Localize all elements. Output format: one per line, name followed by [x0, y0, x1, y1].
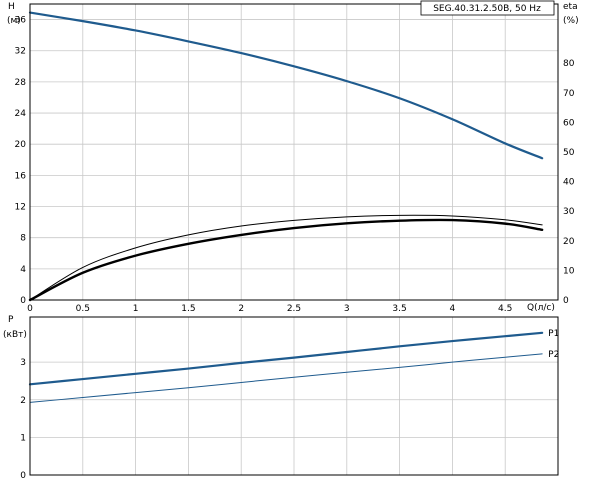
- top-plot-grid: [30, 4, 558, 300]
- y-tick-label-h: 36: [15, 16, 27, 26]
- tick-labels: 0 0.5 1 1.5 2 2.5 3 3.5 4 4.504812162024283236010…: [15, 16, 575, 480]
- title-box: [420, 0, 555, 16]
- x-tick-label: 2: [238, 304, 244, 314]
- y-tick-label-h: 0: [20, 296, 26, 306]
- series-label-p1: P1: [548, 329, 559, 339]
- top-plot-series: [28, 11, 544, 302]
- power-curve-p2: [29, 353, 543, 403]
- y-tick-label-h: 20: [15, 140, 27, 150]
- x-tick-label: 3.5: [392, 304, 406, 314]
- x-tick-label: 1.5: [181, 304, 195, 314]
- y-tick-label-h: 16: [15, 171, 27, 181]
- y2-tick-label-eta: 10: [563, 266, 575, 276]
- x-tick-label: 1: [133, 304, 139, 314]
- y2-tick-label-eta: 50: [563, 148, 575, 158]
- y2-tick-label-eta: 70: [563, 89, 575, 99]
- y2-tick-label-eta: 80: [563, 59, 575, 69]
- y-axis-unit-h: (м): [7, 16, 21, 26]
- y2-tick-label-eta: 0: [563, 296, 569, 306]
- bottom-plot-grid: [30, 317, 558, 475]
- top-plot-frame: [29, 3, 559, 301]
- y-tick-label-h: 28: [15, 78, 27, 88]
- x-axis-label: Q(л/с): [527, 303, 555, 313]
- x-tick-label: 0: [27, 304, 33, 314]
- y2-tick-label-eta: 30: [563, 207, 575, 217]
- y-axis-label-p: P: [8, 315, 14, 325]
- y2-axis-unit-eta: (%): [563, 16, 579, 26]
- y-tick-label-h: 4: [20, 265, 26, 275]
- y-tick-label-h: 12: [15, 203, 26, 213]
- x-tick-label: 2.5: [287, 304, 301, 314]
- y-tick-label-p: 0: [20, 471, 26, 480]
- x-tick-label: 4.5: [498, 304, 512, 314]
- y2-tick-label-eta: 60: [563, 118, 575, 128]
- y-tick-label-h: 24: [15, 109, 27, 119]
- y-tick-label-h: 32: [15, 47, 26, 57]
- y-tick-label-h: 8: [20, 234, 26, 244]
- efficiency-curve-upper: [29, 214, 543, 301]
- head-curve: [28, 11, 544, 160]
- y2-tick-label-eta: 20: [563, 237, 575, 247]
- chart-title: SEG.40.31.2.50B, 50 Hz: [433, 4, 541, 14]
- x-tick-label: 0.5: [76, 304, 90, 314]
- y-axis-label-h: H: [8, 2, 15, 12]
- bottom-plot-series: [28, 331, 544, 403]
- y2-axis-label-eta: eta: [563, 2, 578, 12]
- x-tick-label: 3: [344, 304, 350, 314]
- y-tick-label-p: 3: [20, 358, 26, 368]
- y2-tick-label-eta: 40: [563, 178, 575, 188]
- series-label-p2: P2: [548, 350, 559, 360]
- x-tick-label: 4: [450, 304, 456, 314]
- y-tick-label-p: 2: [20, 396, 26, 406]
- y-tick-label-p: 1: [20, 433, 26, 443]
- efficiency-curve-lower: [28, 218, 544, 302]
- y-axis-unit-p: (кВт): [3, 330, 27, 340]
- power-curve-p1: [28, 331, 544, 386]
- bottom-plot-frame: [29, 316, 559, 476]
